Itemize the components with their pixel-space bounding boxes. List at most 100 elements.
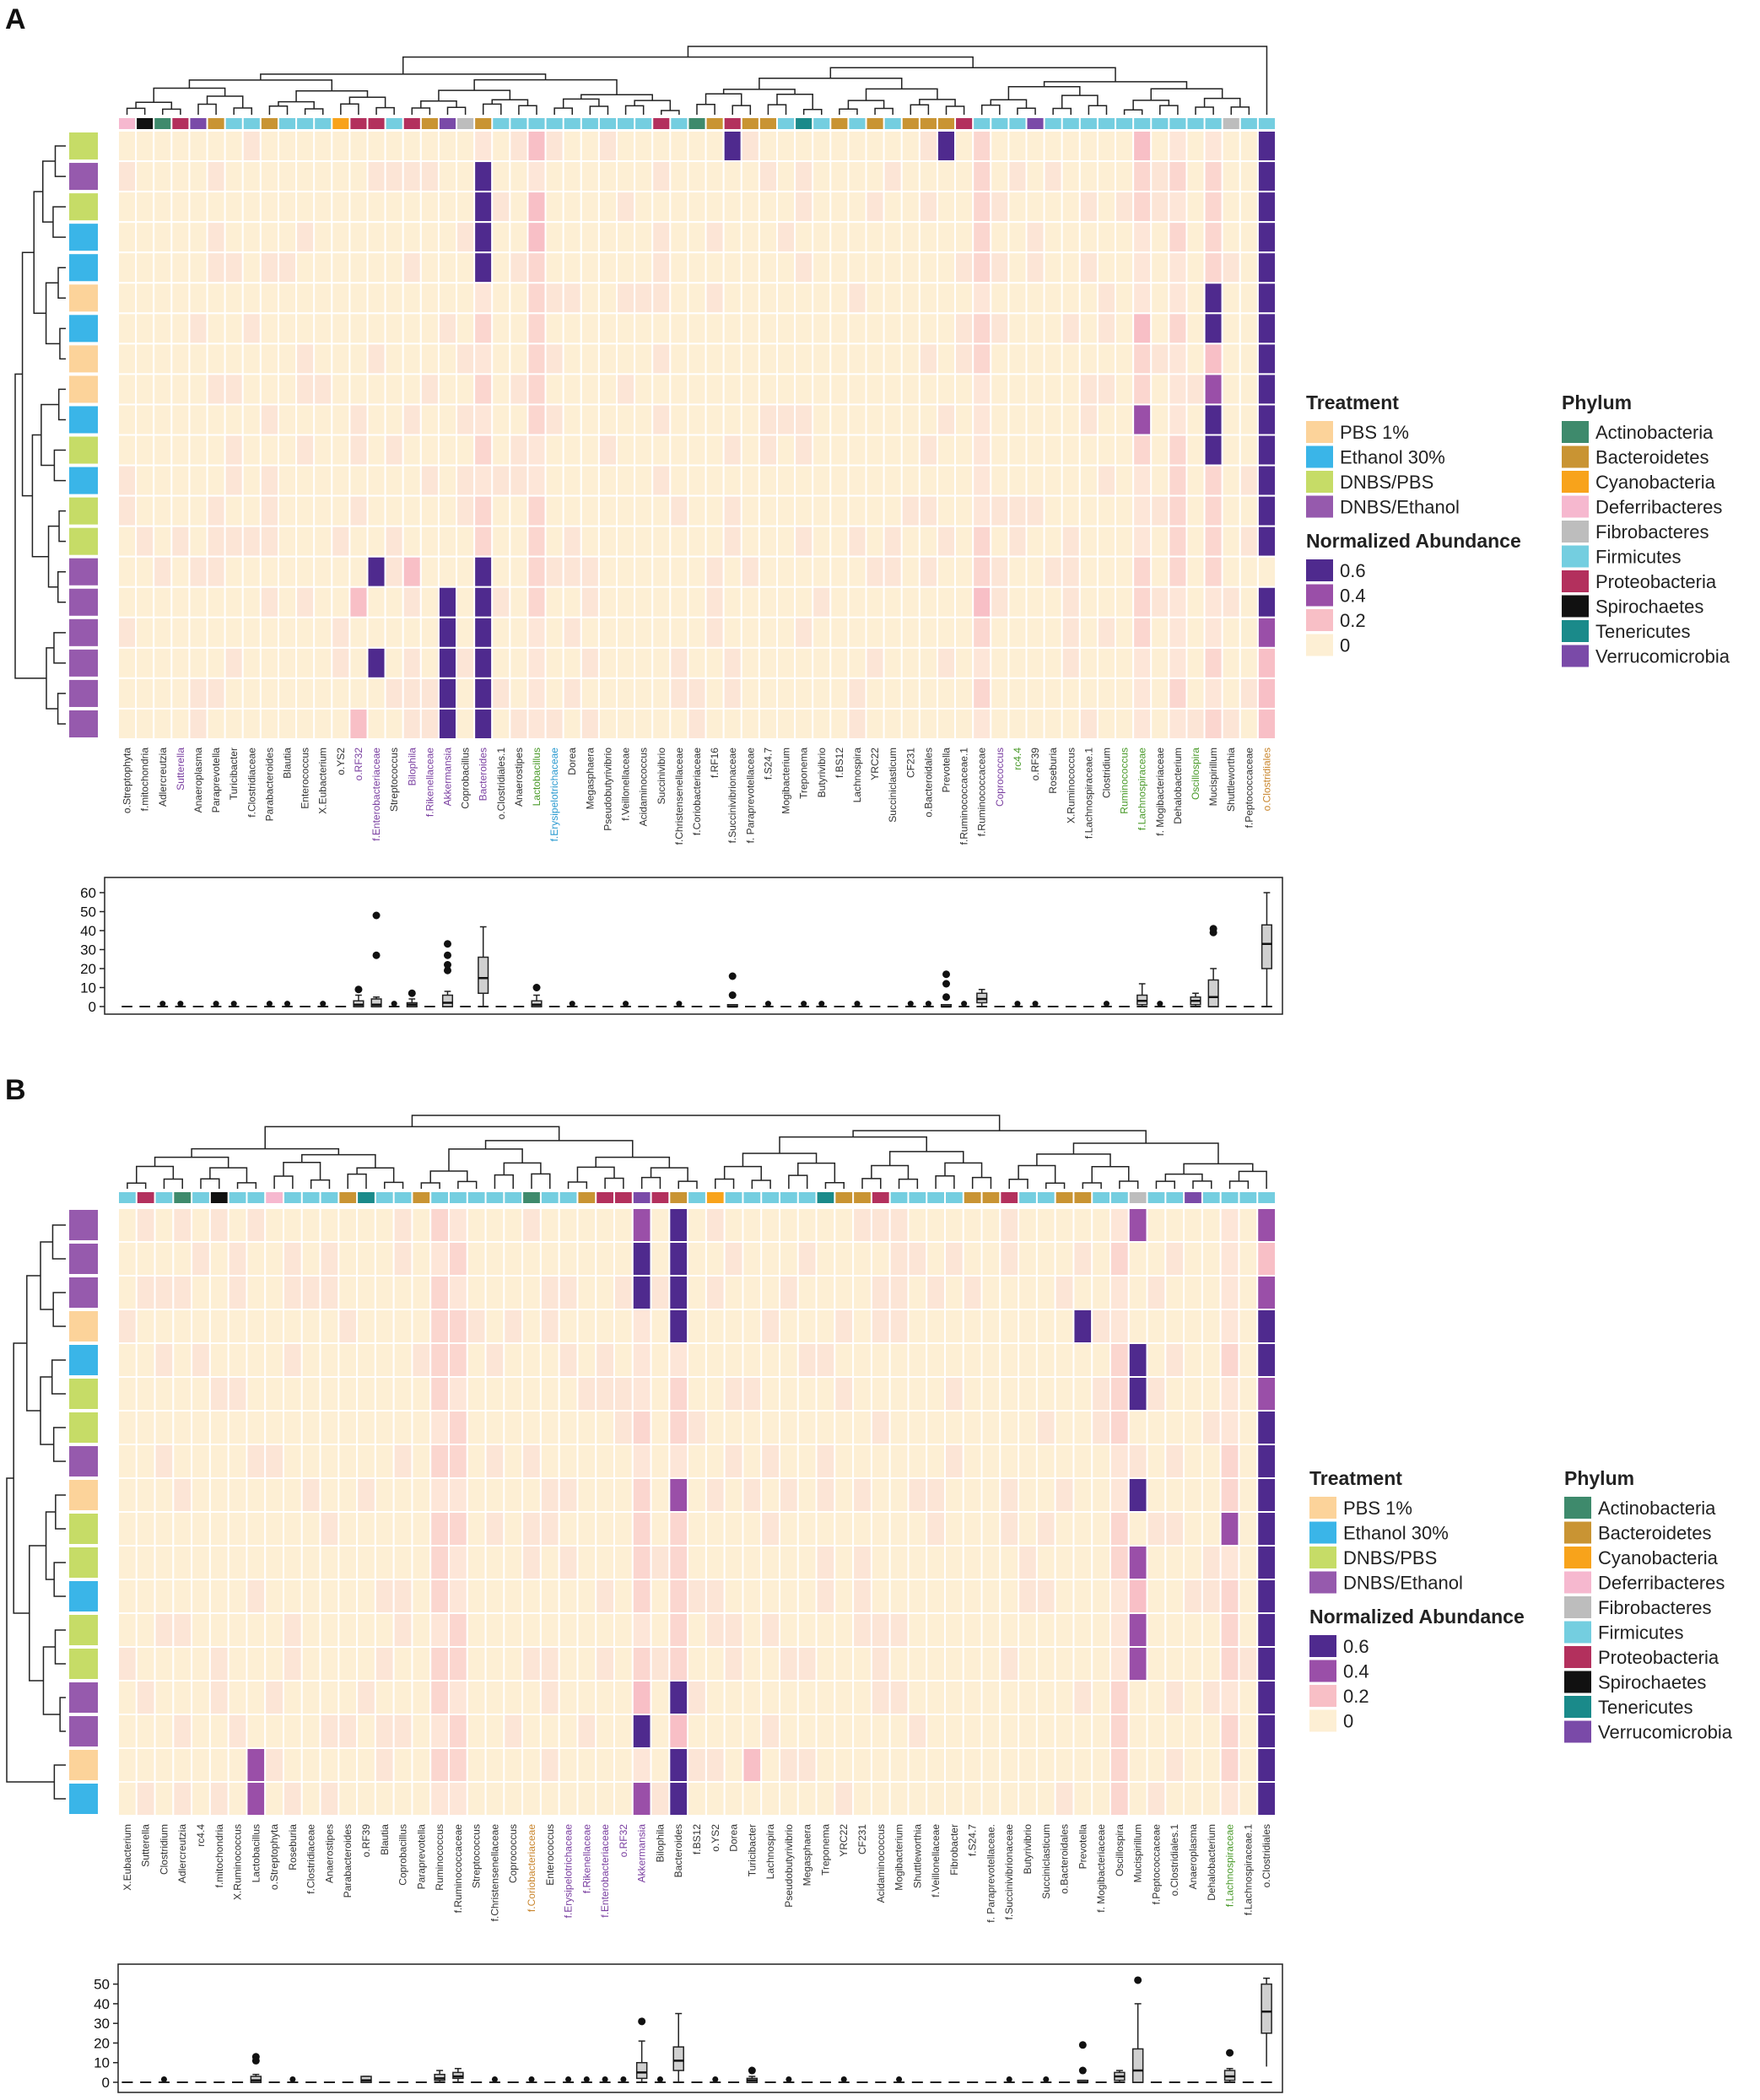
boxplot-outlier	[764, 1001, 771, 1007]
heatmap-cell	[170, 282, 191, 315]
heatmap-cell	[135, 1747, 156, 1783]
dendrogram-branch	[1183, 1163, 1254, 1174]
treatment-legend-label: Ethanol 30%	[1343, 1523, 1449, 1544]
heatmap-cell	[990, 494, 1010, 527]
heatmap-cell	[539, 1781, 560, 1817]
treatment-sidebar-cell	[69, 406, 98, 434]
column-label: CF231	[904, 748, 916, 778]
heatmap-cell	[888, 1612, 910, 1648]
heatmap-cell	[1183, 1747, 1203, 1783]
heatmap-cell	[466, 1241, 487, 1277]
dendrogram-branch	[732, 105, 752, 115]
heatmap-cell	[544, 616, 564, 649]
heatmap-cell	[669, 434, 689, 467]
heatmap-cell	[366, 707, 386, 741]
heatmap-cell	[1061, 130, 1081, 163]
treatment-sidebar-cell	[69, 375, 98, 403]
heatmap-cell	[794, 646, 814, 679]
heatmap-cell	[1132, 373, 1153, 406]
column-label: f.BS12	[691, 1824, 703, 1854]
heatmap-cell	[473, 677, 494, 710]
heatmap-cell	[1096, 464, 1117, 497]
dendrogram-branch	[45, 1511, 56, 1580]
heatmap-cell	[473, 373, 494, 406]
heatmap-cell	[705, 1612, 726, 1648]
column-label: Shuttleworthia	[1225, 748, 1237, 812]
heatmap-cell	[613, 1241, 634, 1277]
heatmap-cell	[847, 160, 867, 193]
heatmap-cell	[1238, 1309, 1259, 1344]
heatmap-cell	[1025, 373, 1045, 406]
heatmap-cell	[366, 434, 386, 467]
heatmap-cell	[907, 1545, 928, 1580]
heatmap-cell	[419, 373, 440, 406]
heatmap-cell	[117, 373, 138, 406]
heatmap-cell	[1183, 1781, 1203, 1817]
heatmap-cell	[740, 707, 760, 741]
treatment-sidebar-cell	[69, 558, 98, 586]
heatmap-cell	[918, 160, 938, 193]
heatmap-cell	[576, 1309, 597, 1344]
phylum-bar-cell	[909, 1192, 926, 1203]
phylum-bar-cell	[315, 118, 332, 129]
heatmap-cell	[484, 1275, 505, 1310]
heatmap-cell	[1091, 1241, 1111, 1277]
heatmap-cell	[668, 1376, 689, 1412]
treatment-legend-label: DNBS/PBS	[1343, 1547, 1437, 1568]
heatmap-cell	[576, 1444, 597, 1479]
heatmap-cell	[246, 1444, 267, 1479]
heatmap-cell	[616, 130, 636, 163]
treatment-legend-label: PBS 1%	[1340, 422, 1409, 443]
heatmap-cell	[562, 525, 582, 558]
heatmap-cell	[580, 191, 600, 224]
heatmap-cell	[191, 1680, 211, 1715]
heatmap-cell	[829, 494, 850, 527]
dendrogram-branch	[604, 1177, 624, 1189]
phylum-bar-cell	[505, 1192, 522, 1203]
heatmap-cell	[1035, 1579, 1056, 1614]
heatmap-cell	[509, 707, 529, 741]
heatmap-cell	[1007, 191, 1028, 224]
heatmap-cell	[1203, 586, 1223, 618]
heatmap-cell	[544, 707, 564, 741]
heatmap-cell	[484, 1241, 505, 1277]
heatmap-cell	[1146, 1241, 1167, 1277]
phylum-legend-swatch	[1564, 1696, 1591, 1718]
phylum-legend-label: Spirochaetes	[1595, 597, 1703, 618]
heatmap-cell	[437, 312, 458, 345]
heatmap-cell	[117, 555, 138, 588]
heatmap-cell	[191, 1511, 211, 1547]
heatmap-cell	[740, 494, 760, 527]
heatmap-cell	[616, 282, 636, 315]
heatmap-cell	[1221, 282, 1241, 315]
heatmap-cell	[758, 312, 778, 345]
heatmap-cell	[650, 1275, 671, 1310]
heatmap-cell	[580, 525, 600, 558]
heatmap-cell	[331, 707, 351, 741]
heatmap-cell	[779, 1511, 799, 1547]
heatmap-cell	[1201, 1579, 1222, 1614]
heatmap-cell	[1061, 191, 1081, 224]
column-label: Prevotella	[941, 748, 953, 793]
heatmap-cell	[722, 646, 742, 679]
heatmap-cell	[972, 403, 992, 436]
dendrogram-branch	[484, 1140, 634, 1158]
heatmap-cell	[847, 130, 867, 163]
column-label: f.Christensenellaceae	[673, 748, 685, 845]
treatment-legend-label: Ethanol 30%	[1340, 447, 1445, 468]
heatmap-cell	[411, 1747, 432, 1783]
heatmap-cell	[888, 1511, 910, 1547]
heatmap-cell	[634, 464, 654, 497]
heatmap-cell	[829, 130, 850, 163]
heatmap-cell	[544, 586, 564, 618]
heatmap-cell	[1109, 1747, 1130, 1783]
heatmap-cell	[484, 1410, 505, 1445]
heatmap-cell	[1201, 1342, 1222, 1378]
heatmap-cell	[760, 1579, 781, 1614]
heatmap-cell	[740, 646, 760, 679]
heatmap-cell	[448, 1680, 468, 1715]
phylum-bar-cell	[1116, 118, 1133, 129]
heatmap-cell	[170, 251, 191, 284]
dendrogram-branch	[589, 105, 609, 115]
